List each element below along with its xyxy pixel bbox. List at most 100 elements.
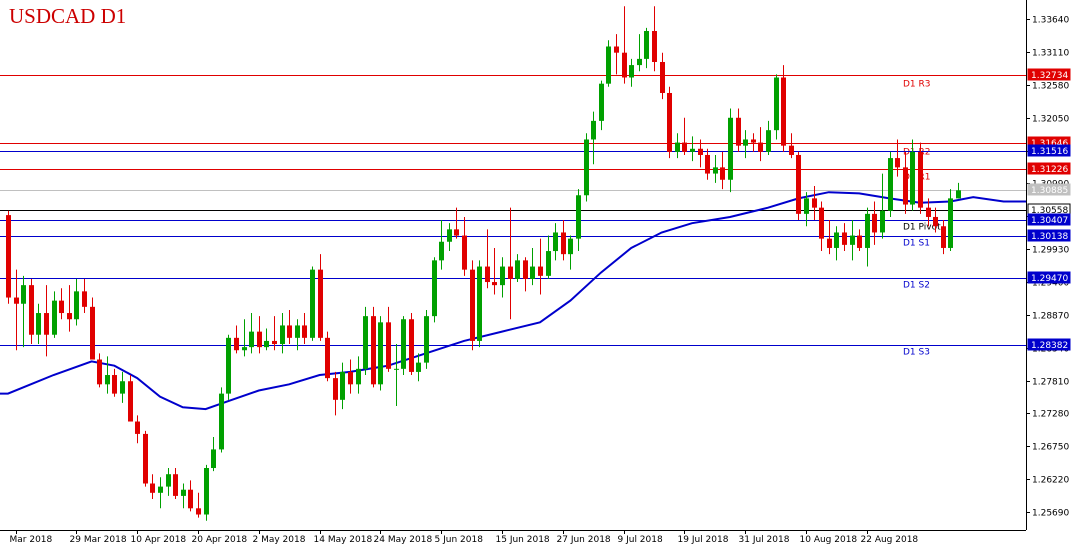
candle-body xyxy=(888,158,893,211)
candle xyxy=(758,127,763,162)
level-badge-box xyxy=(1027,271,1071,284)
level-badge-box xyxy=(1027,68,1071,81)
level-badge: 1.32734 xyxy=(1027,68,1071,81)
candle xyxy=(796,151,801,221)
candle-body xyxy=(933,216,938,227)
candle-body xyxy=(424,316,429,363)
candle-body xyxy=(272,340,277,345)
candle-body xyxy=(591,120,596,140)
candle-body xyxy=(690,148,695,152)
candle-body xyxy=(660,61,665,93)
candle-body xyxy=(774,77,779,131)
candle-body xyxy=(865,213,870,248)
candle xyxy=(865,207,870,267)
candle xyxy=(667,86,672,159)
candle-body xyxy=(622,52,627,78)
candle-body xyxy=(781,77,786,146)
candle-body xyxy=(447,229,452,242)
candle-body xyxy=(280,325,285,345)
candle-body xyxy=(682,142,687,152)
level-label: D1 R3 xyxy=(903,80,931,90)
level-badge-box xyxy=(1027,183,1071,196)
candle xyxy=(356,356,361,394)
candle-body xyxy=(804,198,809,214)
candle-body xyxy=(576,195,581,239)
candle-body xyxy=(667,92,672,152)
level-badge-label: 1.30885 xyxy=(1031,186,1068,196)
candle-body xyxy=(59,300,64,314)
candle-body xyxy=(827,238,832,248)
candle-body xyxy=(538,266,543,276)
candle xyxy=(211,437,216,472)
candle-body xyxy=(705,154,710,174)
candle xyxy=(880,173,885,239)
candle xyxy=(698,139,703,168)
candle xyxy=(348,359,353,394)
candle-body xyxy=(287,325,292,338)
candle xyxy=(812,185,817,221)
candle xyxy=(386,306,391,372)
candle xyxy=(606,40,611,87)
candle-body xyxy=(758,142,763,152)
candle xyxy=(614,34,619,75)
candle xyxy=(36,303,41,345)
candle-body xyxy=(196,508,201,515)
candle xyxy=(219,387,224,453)
price-tick-label: 1.26220 xyxy=(1032,476,1069,486)
candle xyxy=(401,316,406,376)
candle xyxy=(6,210,11,304)
candle-body xyxy=(356,368,361,385)
candle-body xyxy=(530,266,535,279)
time-tick-label: 22 Aug 2018 xyxy=(861,535,919,545)
level-badge: 1.29470 xyxy=(1027,271,1071,284)
candle-body xyxy=(112,375,117,394)
level-badge-label: 1.29470 xyxy=(1031,274,1068,284)
candle xyxy=(188,480,193,512)
candle xyxy=(97,353,102,388)
candle-body xyxy=(219,393,224,450)
candle-body xyxy=(44,313,49,335)
candle-body xyxy=(515,260,520,279)
candle-body xyxy=(880,210,885,233)
candle xyxy=(644,27,649,69)
candle xyxy=(67,285,72,332)
candle xyxy=(166,468,171,496)
candle xyxy=(842,223,847,252)
candle xyxy=(234,325,239,354)
candle-body xyxy=(614,46,619,53)
chart-title: USDCAD D1 xyxy=(9,4,126,28)
candle xyxy=(310,266,315,341)
candle xyxy=(439,220,444,270)
candle-body xyxy=(812,198,817,208)
candle xyxy=(447,223,452,252)
candle xyxy=(728,108,733,193)
candle-body xyxy=(462,235,467,270)
candle-body xyxy=(454,229,459,236)
candle-body xyxy=(386,322,391,369)
candle-body xyxy=(553,232,558,252)
candle-body xyxy=(720,167,725,180)
candle-body xyxy=(166,474,171,487)
candle xyxy=(454,207,459,239)
candle xyxy=(910,139,915,211)
level-label: D1 S3 xyxy=(903,348,930,358)
candle xyxy=(21,275,26,348)
candle-body xyxy=(416,362,421,372)
candle-body xyxy=(766,130,771,152)
candle-body xyxy=(561,232,566,255)
price-tick-label: 1.27810 xyxy=(1032,378,1069,388)
level-label: D1 S1 xyxy=(903,239,930,249)
level-label: D1 S2 xyxy=(903,281,930,291)
candle-body xyxy=(234,337,239,351)
candle xyxy=(872,201,877,245)
candle xyxy=(143,430,148,487)
candle xyxy=(325,331,330,382)
level-badge-label: 1.31646 xyxy=(1031,139,1068,149)
candle-body xyxy=(470,269,475,341)
candle xyxy=(52,291,57,338)
candle-body xyxy=(378,322,383,385)
candle xyxy=(568,235,573,270)
price-tick-label: 1.26750 xyxy=(1032,443,1069,453)
time-tick-label: 10 Apr 2018 xyxy=(131,535,187,545)
candle xyxy=(941,220,946,255)
